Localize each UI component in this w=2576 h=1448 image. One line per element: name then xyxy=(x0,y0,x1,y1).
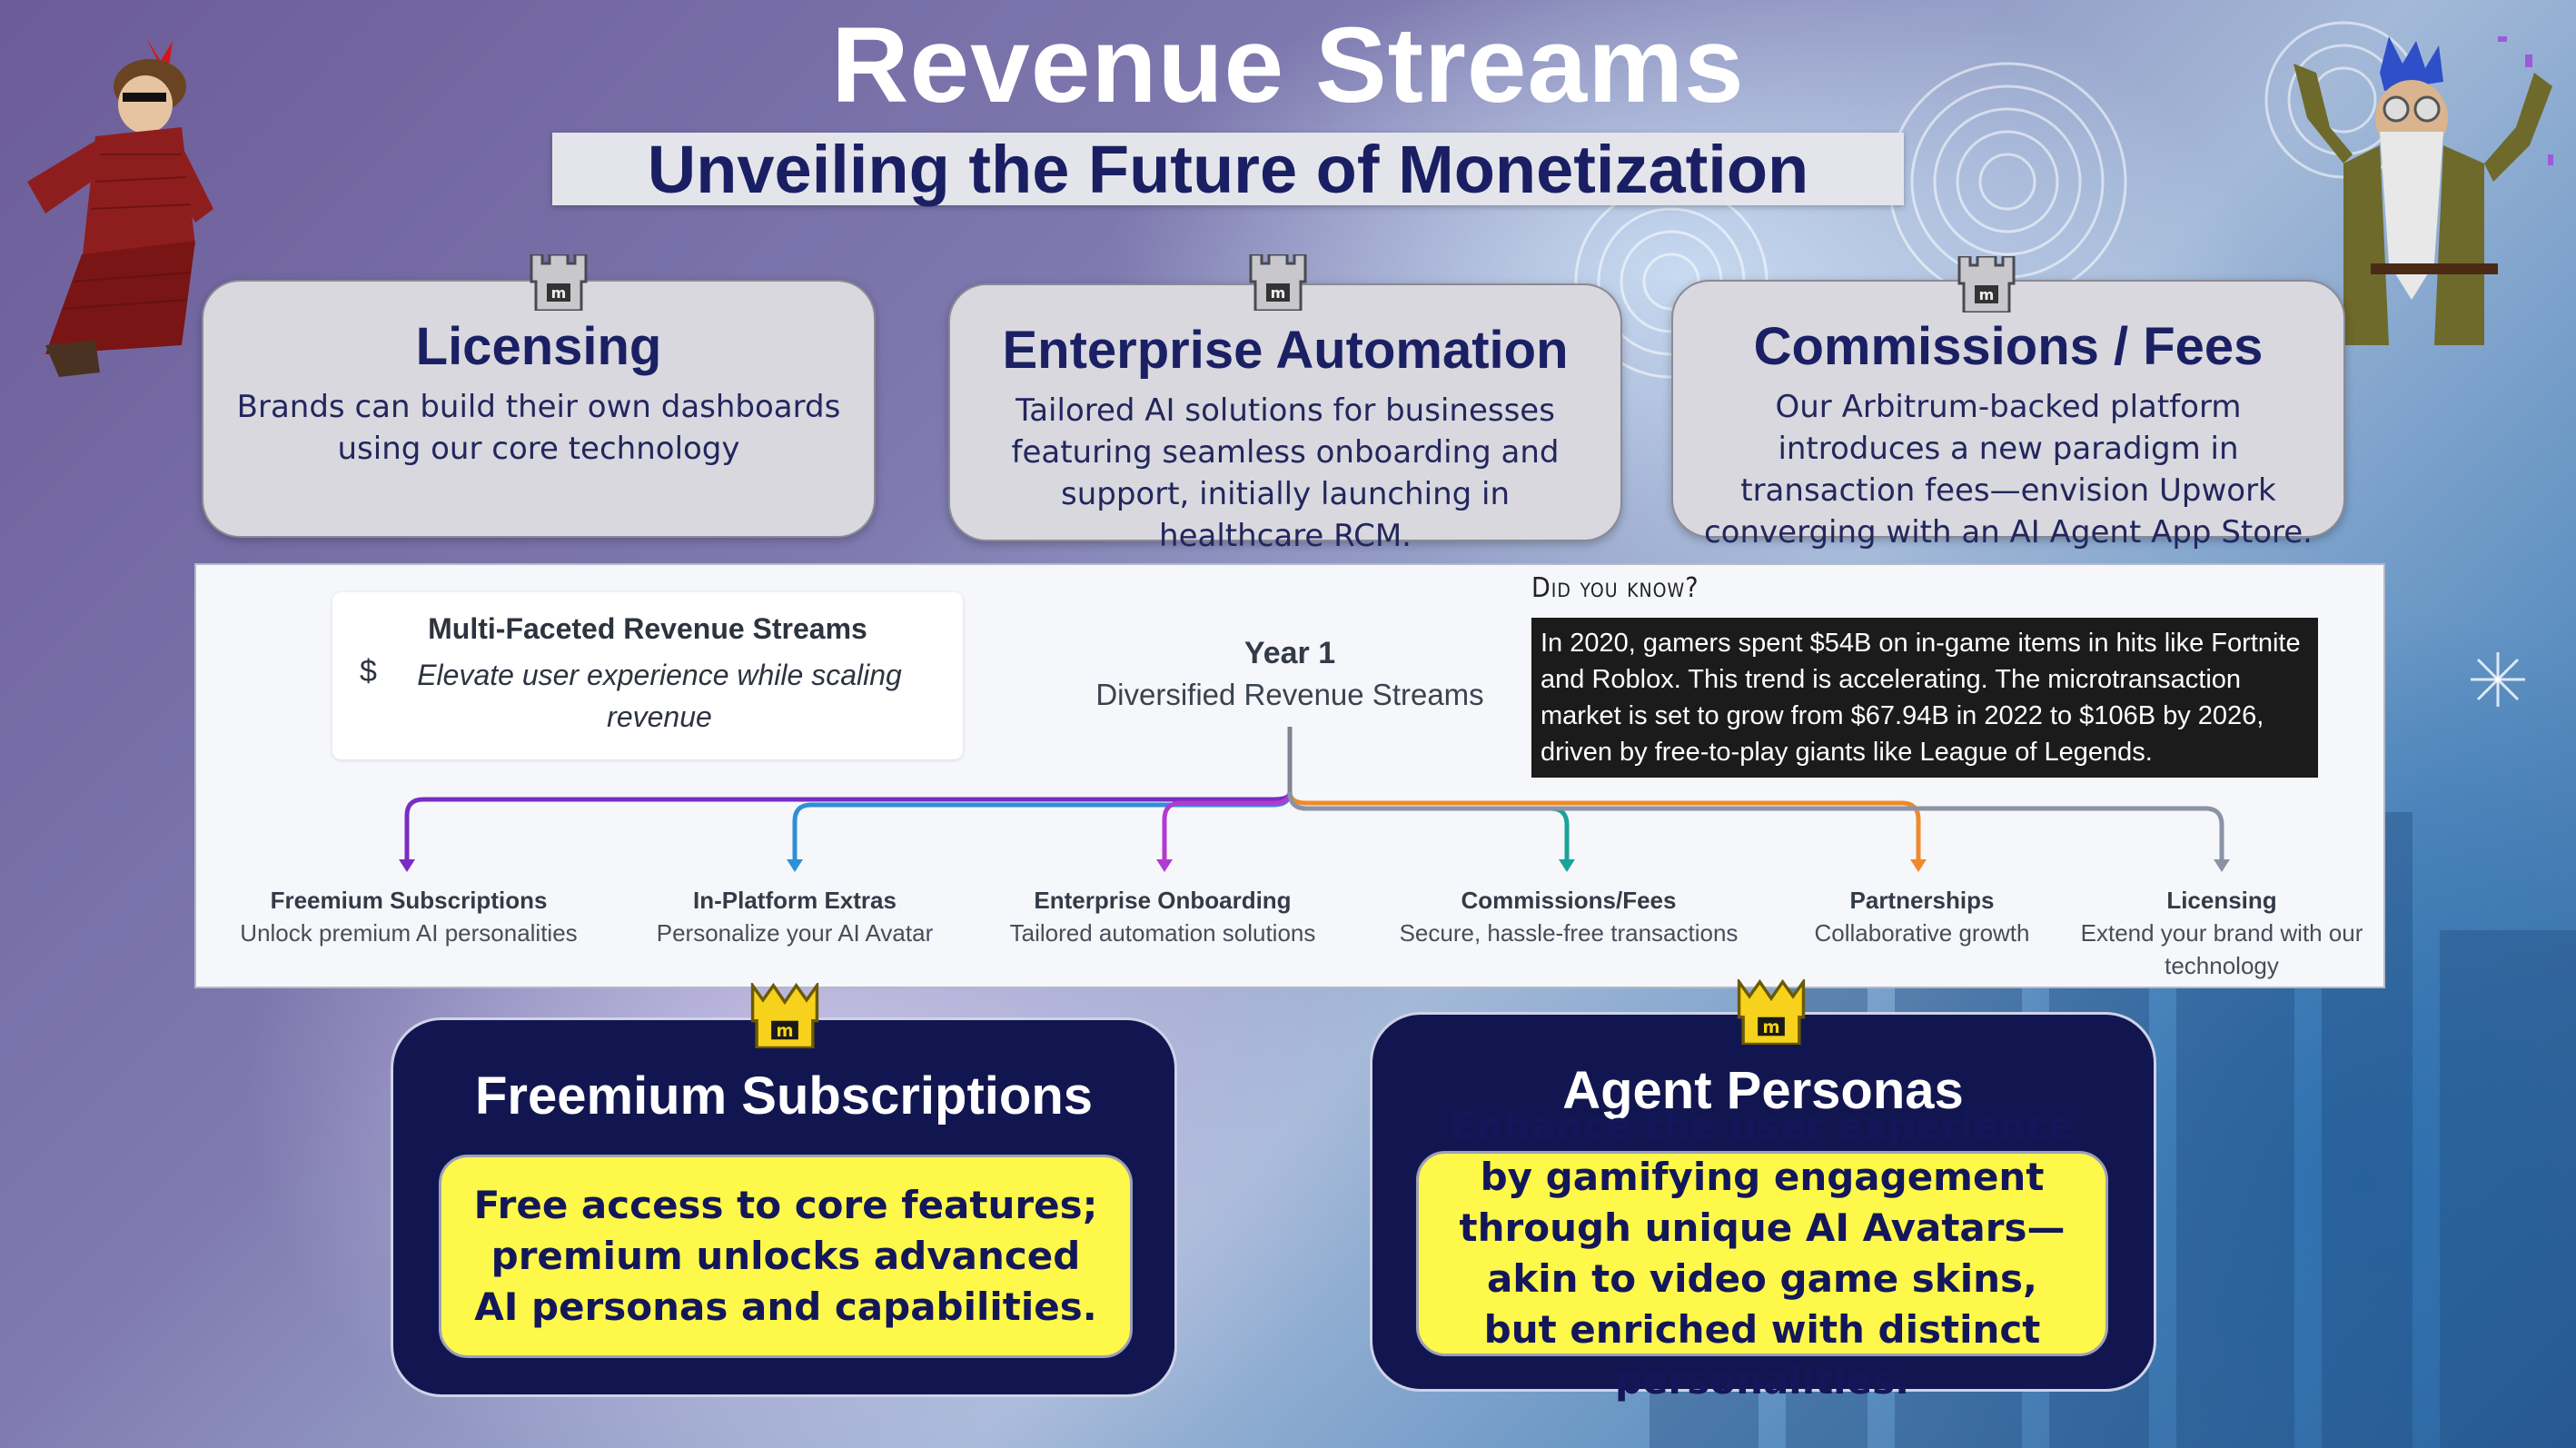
card-title: Enterprise Automation xyxy=(1002,321,1569,380)
card-body: Our Arbitrum-backed platform introduces … xyxy=(1703,389,2313,550)
did-you-know-text: In 2020, gamers spent $54B on in-game it… xyxy=(1541,629,2301,767)
branch-desc: Secure, hassle-free transactions xyxy=(1399,919,1739,947)
multi-faceted-inset: Multi-Faceted Revenue Streams $ Elevate … xyxy=(332,592,963,759)
page-subtitle: Unveiling the Future of Monetization xyxy=(647,131,1809,207)
card-title: Freemium Subscriptions xyxy=(474,1066,1094,1126)
svg-text:m: m xyxy=(776,1022,793,1041)
highlight-box: Enhance the user experience by gamifying… xyxy=(1416,1104,2108,1403)
branch-desc: Tailored automation solutions xyxy=(1009,919,1316,947)
branch-arrowhead xyxy=(1156,859,1173,872)
branch-desc: Collaborative growth xyxy=(1814,919,2030,947)
branch-arrowhead xyxy=(399,859,415,872)
highlight-text: Free access to core features; premium un… xyxy=(473,1183,1098,1329)
commissions-fees-card: Commissions / Fees Our Arbitrum-backed p… xyxy=(1671,280,2345,550)
branch-partnerships: Partnerships Collaborative growth xyxy=(1789,887,2055,949)
svg-text:m: m xyxy=(551,284,567,302)
branch-connector xyxy=(1287,791,2224,863)
highlight-text: Enhance the user experience by gamifying… xyxy=(1450,1104,2075,1403)
castle-tower-icon: m xyxy=(1957,256,2016,312)
svg-text:m: m xyxy=(1979,286,1995,303)
red-dress-character xyxy=(27,36,213,377)
branch-in-platform-extras: In-Platform Extras Personalize your AI A… xyxy=(627,887,963,949)
card-title: Licensing xyxy=(415,317,662,376)
root-node-title: Year 1 xyxy=(1243,636,1336,670)
branch-arrowhead xyxy=(1559,859,1575,872)
svg-text:m: m xyxy=(1762,1018,1779,1037)
gold-crown-icon: m xyxy=(750,983,819,1048)
inset-title: Multi-Faceted Revenue Streams xyxy=(428,612,867,645)
branch-title: In-Platform Extras xyxy=(693,887,897,914)
branch-enterprise-onboarding: Enterprise Onboarding Tailored automatio… xyxy=(981,887,1344,949)
branch-arrowhead xyxy=(1910,859,1927,872)
agent-personas-card: Agent Personas Enhance the user experien… xyxy=(1370,1012,2156,1403)
branch-title: Commissions/Fees xyxy=(1461,887,1677,914)
licensing-card: Licensing Brands can build their own das… xyxy=(202,280,876,538)
svg-text:m: m xyxy=(1271,284,1286,302)
branch-desc: Personalize your AI Avatar xyxy=(656,919,934,947)
card-body: Tailored AI solutions for businesses fea… xyxy=(1011,392,1560,554)
highlight-box: Free access to core features; premium un… xyxy=(439,1155,1133,1358)
branch-title: Freemium Subscriptions xyxy=(270,887,548,914)
inset-subtitle: Elevate user experience while scaling re… xyxy=(417,659,902,733)
wizard-character xyxy=(2294,36,2553,345)
enterprise-automation-card: Enterprise Automation Tailored AI soluti… xyxy=(948,283,1622,554)
branch-desc: Unlock premium AI personalities xyxy=(240,919,578,947)
card-title: Agent Personas xyxy=(1562,1061,1964,1120)
gold-crown-icon: m xyxy=(1737,979,1806,1045)
branch-arrowhead xyxy=(2214,859,2230,872)
castle-tower-icon: m xyxy=(1249,254,1307,311)
card-title: Commissions / Fees xyxy=(1753,317,2264,376)
branch-connector xyxy=(1162,791,1293,863)
card-body: Brands can build their own dashboards us… xyxy=(236,389,841,467)
branch-licensing: Licensing Extend your brand with our tec… xyxy=(2080,887,2363,982)
branch-title: Licensing xyxy=(2166,887,2277,914)
page-title: Revenue Streams xyxy=(831,5,1745,125)
subtitle-banner: Unveiling the Future of Monetization xyxy=(552,131,1904,207)
dollar-icon: $ xyxy=(360,654,377,689)
branch-title: Partnerships xyxy=(1849,887,1995,914)
branch-arrowhead xyxy=(787,859,803,872)
branch-title: Enterprise Onboarding xyxy=(1034,887,1292,914)
castle-tower-icon: m xyxy=(530,254,588,311)
branch-connector xyxy=(1287,791,1921,863)
did-you-know-box: In 2020, gamers spent $54B on in-game it… xyxy=(1531,618,2318,778)
freemium-subscriptions-card: Freemium Subscriptions Free access to co… xyxy=(391,1017,1177,1397)
root-node-subtitle: Diversified Revenue Streams xyxy=(1095,678,1484,711)
branch-commissions-fees: Commissions/Fees Secure, hassle-free tra… xyxy=(1362,887,1775,949)
did-you-know-label: Did you know? xyxy=(1531,572,1699,604)
branch-freemium: Freemium Subscriptions Unlock premium AI… xyxy=(209,887,609,949)
branch-desc: Extend your brand with our technology xyxy=(2080,919,2363,979)
